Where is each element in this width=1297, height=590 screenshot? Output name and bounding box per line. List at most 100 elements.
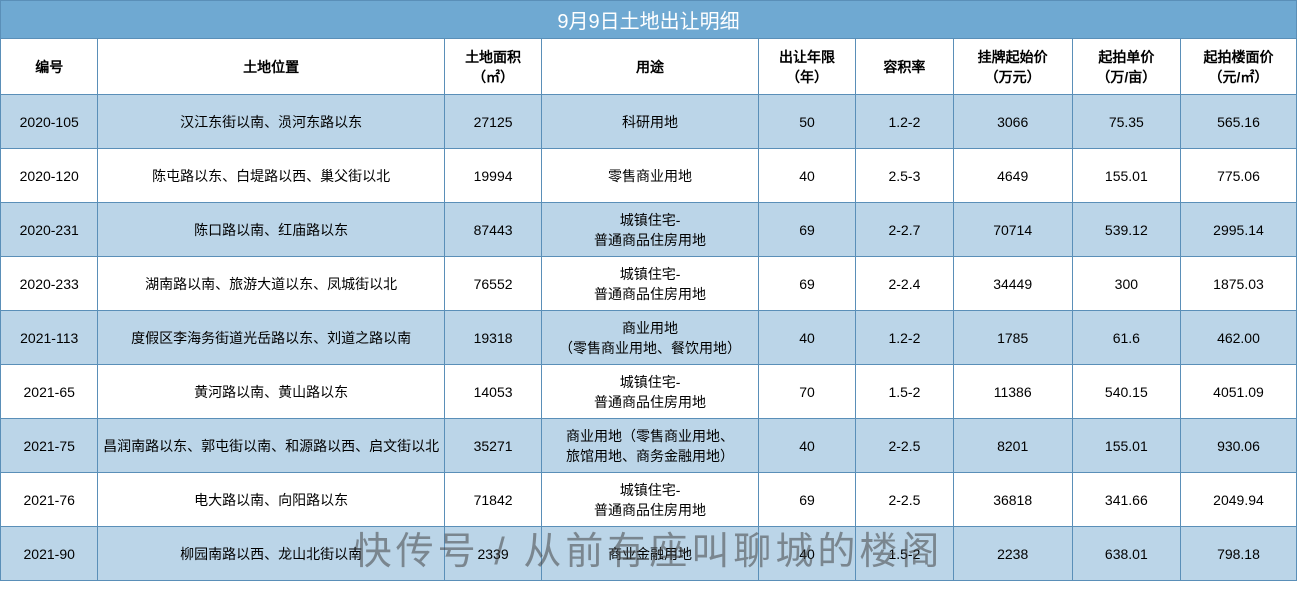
cell-unit: 341.66 [1072,473,1180,527]
cell-use: 城镇住宅-普通商品住房用地 [542,257,759,311]
cell-far: 2-2.5 [856,419,953,473]
cell-term: 70 [758,365,855,419]
cell-area: 87443 [444,203,541,257]
cell-use: 科研用地 [542,95,759,149]
cell-use: 商业金融用地 [542,527,759,581]
table-row: 2020-120陈屯路以东、白堤路以西、巢父街以北19994零售商业用地402.… [1,149,1297,203]
cell-use: 商业用地（零售商业用地、餐饮用地） [542,311,759,365]
cell-id: 2021-76 [1,473,98,527]
table-row: 2021-113度假区李海务街道光岳路以东、刘道之路以南19318商业用地（零售… [1,311,1297,365]
cell-term: 40 [758,149,855,203]
cell-term: 69 [758,473,855,527]
cell-start: 8201 [953,419,1072,473]
cell-far: 1.5-2 [856,365,953,419]
col-header-loc: 土地位置 [98,39,444,95]
table-title: 9月9日土地出让明细 [1,1,1297,39]
cell-floor: 462.00 [1180,311,1296,365]
cell-term: 40 [758,527,855,581]
col-header-floor: 起拍楼面价（元/㎡） [1180,39,1296,95]
cell-use: 城镇住宅-普通商品住房用地 [542,365,759,419]
cell-far: 2-2.5 [856,473,953,527]
cell-area: 14053 [444,365,541,419]
col-header-start: 挂牌起始价（万元） [953,39,1072,95]
col-header-use: 用途 [542,39,759,95]
cell-far: 2-2.7 [856,203,953,257]
col-header-id: 编号 [1,39,98,95]
table-row: 2021-65黄河路以南、黄山路以东14053城镇住宅-普通商品住房用地701.… [1,365,1297,419]
cell-floor: 4051.09 [1180,365,1296,419]
cell-id: 2020-105 [1,95,98,149]
cell-id: 2020-233 [1,257,98,311]
cell-floor: 2049.94 [1180,473,1296,527]
table-row: 2020-105汉江东街以南、涢河东路以东27125科研用地501.2-2306… [1,95,1297,149]
table-row: 2021-75昌润南路以东、郭屯街以南、和源路以西、启文街以北35271商业用地… [1,419,1297,473]
cell-start: 1785 [953,311,1072,365]
table-row: 2021-90柳园南路以西、龙山北街以南2339商业金融用地401.5-2223… [1,527,1297,581]
cell-start: 36818 [953,473,1072,527]
cell-id: 2021-75 [1,419,98,473]
cell-far: 1.2-2 [856,311,953,365]
cell-start: 4649 [953,149,1072,203]
cell-loc: 汉江东街以南、涢河东路以东 [98,95,444,149]
cell-unit: 61.6 [1072,311,1180,365]
cell-loc: 陈口路以南、红庙路以东 [98,203,444,257]
cell-term: 40 [758,419,855,473]
cell-start: 3066 [953,95,1072,149]
cell-use: 零售商业用地 [542,149,759,203]
cell-floor: 2995.14 [1180,203,1296,257]
cell-area: 19318 [444,311,541,365]
table-head: 9月9日土地出让明细 编号土地位置土地面积（㎡）用途出让年限（年）容积率挂牌起始… [1,1,1297,95]
col-header-unit: 起拍单价（万/亩） [1072,39,1180,95]
cell-unit: 155.01 [1072,149,1180,203]
cell-far: 2.5-3 [856,149,953,203]
cell-area: 35271 [444,419,541,473]
cell-area: 27125 [444,95,541,149]
header-row: 编号土地位置土地面积（㎡）用途出让年限（年）容积率挂牌起始价（万元）起拍单价（万… [1,39,1297,95]
cell-loc: 柳园南路以西、龙山北街以南 [98,527,444,581]
cell-use: 商业用地（零售商业用地、旅馆用地、商务金融用地） [542,419,759,473]
cell-far: 1.5-2 [856,527,953,581]
cell-loc: 度假区李海务街道光岳路以东、刘道之路以南 [98,311,444,365]
cell-term: 40 [758,311,855,365]
cell-id: 2021-65 [1,365,98,419]
cell-area: 71842 [444,473,541,527]
cell-term: 69 [758,203,855,257]
col-header-term: 出让年限（年） [758,39,855,95]
cell-id: 2020-120 [1,149,98,203]
table-row: 2020-231陈口路以南、红庙路以东87443城镇住宅-普通商品住房用地692… [1,203,1297,257]
cell-floor: 798.18 [1180,527,1296,581]
cell-floor: 565.16 [1180,95,1296,149]
cell-unit: 539.12 [1072,203,1180,257]
cell-far: 2-2.4 [856,257,953,311]
cell-loc: 昌润南路以东、郭屯街以南、和源路以西、启文街以北 [98,419,444,473]
cell-unit: 155.01 [1072,419,1180,473]
cell-loc: 电大路以南、向阳路以东 [98,473,444,527]
cell-area: 19994 [444,149,541,203]
col-header-area: 土地面积（㎡） [444,39,541,95]
cell-far: 1.2-2 [856,95,953,149]
cell-start: 34449 [953,257,1072,311]
cell-use: 城镇住宅-普通商品住房用地 [542,473,759,527]
table-row: 2020-233湖南路以南、旅游大道以东、凤城街以北76552城镇住宅-普通商品… [1,257,1297,311]
cell-unit: 638.01 [1072,527,1180,581]
col-header-far: 容积率 [856,39,953,95]
cell-floor: 1875.03 [1180,257,1296,311]
land-transfer-table: 9月9日土地出让明细 编号土地位置土地面积（㎡）用途出让年限（年）容积率挂牌起始… [0,0,1297,581]
cell-start: 70714 [953,203,1072,257]
land-transfer-table-container: 9月9日土地出让明细 编号土地位置土地面积（㎡）用途出让年限（年）容积率挂牌起始… [0,0,1297,581]
table-body: 2020-105汉江东街以南、涢河东路以东27125科研用地501.2-2306… [1,95,1297,581]
cell-start: 11386 [953,365,1072,419]
cell-floor: 775.06 [1180,149,1296,203]
cell-loc: 黄河路以南、黄山路以东 [98,365,444,419]
cell-id: 2021-113 [1,311,98,365]
cell-id: 2021-90 [1,527,98,581]
cell-start: 2238 [953,527,1072,581]
cell-unit: 540.15 [1072,365,1180,419]
cell-area: 2339 [444,527,541,581]
cell-id: 2020-231 [1,203,98,257]
cell-loc: 湖南路以南、旅游大道以东、凤城街以北 [98,257,444,311]
cell-floor: 930.06 [1180,419,1296,473]
cell-use: 城镇住宅-普通商品住房用地 [542,203,759,257]
cell-area: 76552 [444,257,541,311]
cell-unit: 300 [1072,257,1180,311]
